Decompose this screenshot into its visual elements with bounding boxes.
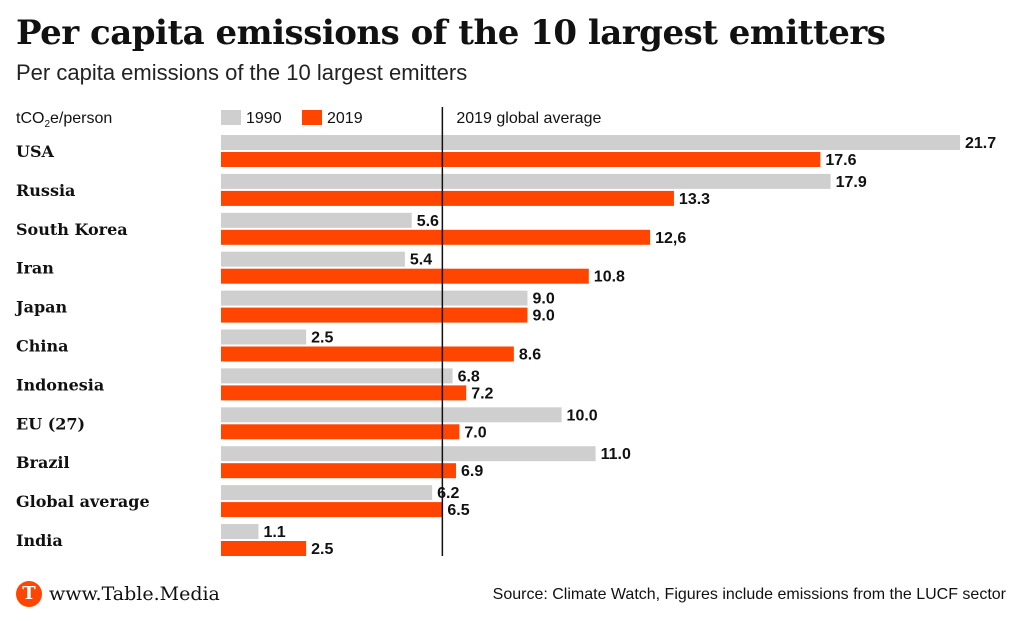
bar-1990[interactable]: [221, 446, 596, 462]
value-label-2019: 8.6: [519, 347, 541, 364]
value-label-1990: 10.0: [567, 407, 598, 424]
bar-2019[interactable]: [221, 152, 821, 167]
bar-1990[interactable]: [221, 368, 453, 384]
reference-line-label: 2019 global average: [456, 110, 601, 127]
category-label: Russia: [16, 181, 75, 200]
category-label: China: [16, 337, 68, 356]
bar-2019[interactable]: [221, 463, 456, 479]
value-label-2019: 6.9: [461, 463, 483, 480]
value-label-2019: 7.2: [471, 385, 493, 402]
bar-chart: tCO2e/person 1990 2019 USA 21.7 17.6 Russia 17.…: [14, 107, 996, 558]
table-media-logo: T: [16, 581, 42, 607]
bar-1990[interactable]: [221, 524, 259, 539]
bar-2019[interactable]: [221, 229, 651, 245]
footer-site-link[interactable]: www.Table.Media: [49, 583, 220, 605]
category-label: Iran: [16, 259, 54, 278]
category-label: Japan: [14, 298, 67, 317]
category-label: EU (27): [16, 414, 85, 433]
category-label: Indonesia: [16, 375, 104, 394]
unit-label: tCO2e/person: [16, 110, 112, 130]
value-label-1990: 11.0: [601, 446, 631, 463]
value-label-1990: 2.5: [311, 330, 333, 347]
value-label-1990: 6.8: [458, 368, 480, 385]
value-label-2019: 6.5: [447, 502, 469, 519]
category-label: South Korea: [16, 220, 128, 239]
bar-2019[interactable]: [221, 385, 467, 401]
value-label-1990: 5.4: [410, 252, 432, 269]
value-label-2019: 7.0: [464, 424, 486, 441]
bar-1990[interactable]: [221, 173, 831, 189]
bar-2019[interactable]: [221, 541, 307, 556]
bar-1990[interactable]: [221, 251, 405, 267]
category-label: USA: [16, 142, 55, 161]
value-label-1990: 6.2: [437, 485, 459, 502]
value-label-1990: 17.9: [836, 174, 867, 191]
value-label-1990: 9.0: [532, 291, 554, 308]
value-label-2019: 17.6: [825, 152, 856, 169]
legend-swatch-1990: [221, 110, 241, 125]
bar-1990[interactable]: [221, 135, 960, 150]
value-label-2019: 9.0: [532, 308, 554, 325]
chart-title: Per capita emissions of the 10 largest e…: [16, 13, 886, 53]
legend-label-2019: 2019: [327, 110, 363, 127]
bar-2019[interactable]: [221, 307, 528, 323]
legend-label-1990: 1990: [246, 110, 282, 127]
source-note: Source: Climate Watch, Figures include e…: [492, 586, 1006, 603]
value-label-1990: 1.1: [263, 524, 285, 541]
bar-1990[interactable]: [221, 329, 307, 345]
bar-1990[interactable]: [221, 485, 433, 501]
legend-swatch-2019: [302, 110, 322, 125]
value-label-2019: 12,6: [655, 230, 686, 247]
chart-subtitle: Per capita emissions of the 10 largest e…: [16, 60, 468, 85]
category-label: Brazil: [16, 453, 70, 472]
bar-2019[interactable]: [221, 502, 443, 518]
category-label: India: [16, 531, 63, 550]
bar-2019[interactable]: [221, 424, 460, 440]
bar-1990[interactable]: [221, 407, 562, 423]
value-label-1990: 5.6: [417, 213, 439, 230]
value-label-2019: 2.5: [311, 541, 333, 558]
bar-1990[interactable]: [221, 290, 528, 306]
value-label-2019: 10.8: [594, 269, 625, 286]
bar-2019[interactable]: [221, 268, 589, 284]
bar-2019[interactable]: [221, 346, 514, 362]
value-label-1990: 21.7: [965, 135, 996, 152]
category-label: Global average: [16, 492, 150, 511]
bar-2019[interactable]: [221, 190, 674, 206]
value-label-2019: 13.3: [679, 191, 710, 208]
bar-1990[interactable]: [221, 212, 412, 228]
